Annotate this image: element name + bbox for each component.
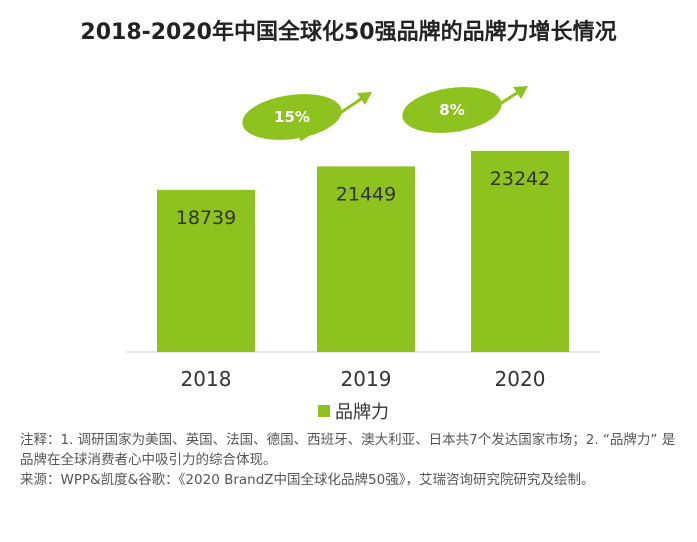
legend: 品牌力 (318, 398, 389, 424)
chart-title: 2018-2020年中国全球化50强品牌的品牌力增长情况 (80, 20, 617, 45)
growth-ellipse (402, 87, 502, 133)
bar-value-label: 18739 (176, 207, 236, 229)
bar-2020 (471, 150, 569, 352)
bar-value-label: 23242 (490, 168, 550, 190)
bar-value-label: 21449 (336, 183, 396, 205)
note-line: 注释：1. 调研国家为美国、英国、法国、德国、西班牙、澳大利亚、日本共7个发达国… (20, 432, 676, 468)
growth-arrow-head (357, 92, 372, 105)
growth-arrow-head (513, 86, 528, 99)
x-tick-label: 2019 (341, 367, 392, 391)
source-line: 来源：WPP&凯度&谷歌：《2020 BrandZ中国全球化品牌50强》，艾瑞咨… (20, 472, 595, 488)
bar-2019 (317, 166, 415, 352)
growth-ellipse (242, 94, 342, 140)
footnotes: 注释：1. 调研国家为美国、英国、法国、德国、西班牙、澳大利亚、日本共7个发达国… (20, 430, 680, 490)
growth-label: 15% (274, 108, 310, 126)
legend-swatch (318, 405, 330, 417)
growth-label: 8% (439, 101, 464, 119)
bar-chart: 18739 21449 23242 2018 2019 2020 15% 8% (126, 86, 600, 391)
x-tick-label: 2018 (181, 367, 232, 391)
growth-indicator: 8% (402, 86, 528, 133)
legend-label: 品牌力 (335, 402, 389, 423)
bar-2018 (157, 189, 255, 352)
growth-indicator: 15% (242, 92, 372, 142)
x-tick-label: 2020 (495, 367, 546, 391)
